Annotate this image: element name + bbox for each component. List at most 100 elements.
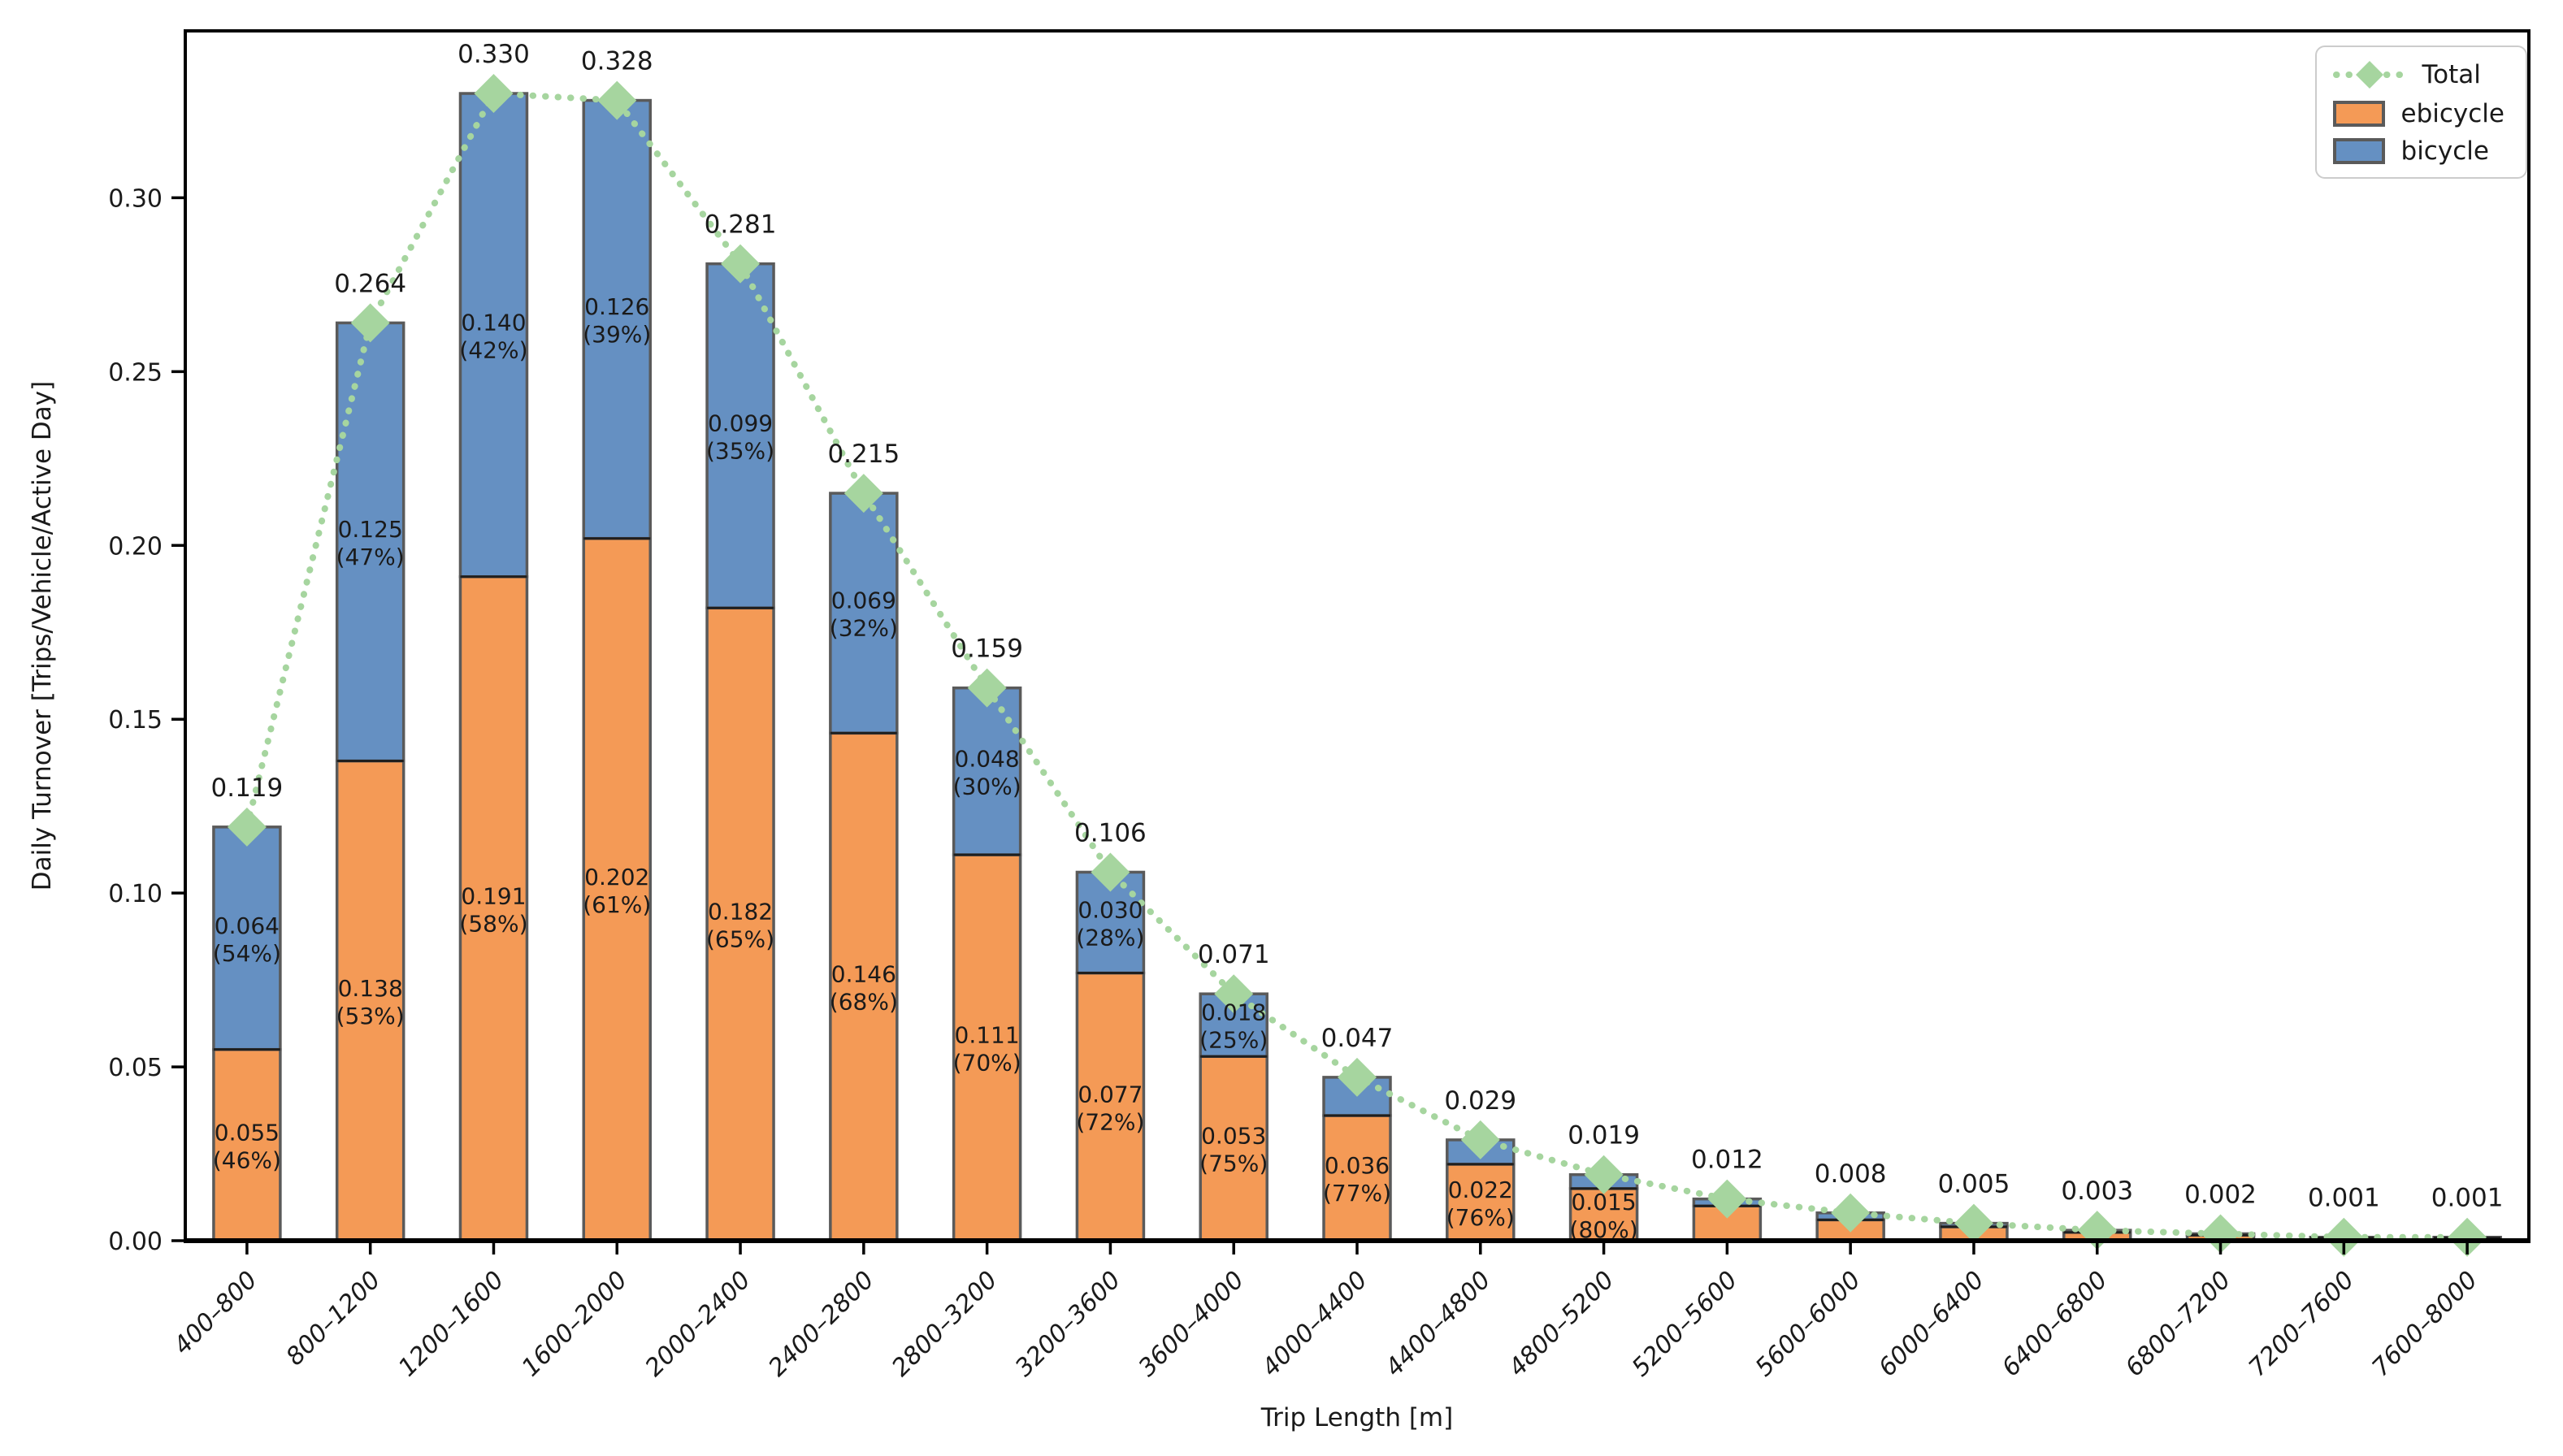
total-value-label: 0.001 [2431,1184,2504,1213]
ebicycle-value-label: 0.146 [831,961,896,988]
total-marker-diamond-icon [474,74,514,114]
x-tick-label: 5600–6000 [1750,1266,1866,1382]
x-tick-label: 5200–5600 [1627,1266,1743,1382]
bicycle-value-label: 0.099 [708,410,773,436]
ebicycle-pct-label: (53%) [336,1003,405,1029]
total-value-label: 0.012 [1691,1146,1763,1175]
bar-segment-ebicycle [705,606,775,1242]
total-marker-diamond-icon [597,80,637,120]
bar-segment-bicycle [212,826,282,1051]
ebicycle-value-label: 0.055 [215,1119,280,1146]
total-value-label: 0.047 [1321,1024,1394,1053]
y-tick-label: 0.25 [108,358,163,387]
total-value-label: 0.019 [1568,1121,1640,1150]
bar-segment-bicycle [952,686,1022,856]
total-marker-diamond-icon [1707,1179,1747,1219]
legend-label-bicycle: bicycle [2400,136,2489,166]
ebicycle-value-label: 0.036 [1325,1152,1390,1179]
total-marker-diamond-icon [1584,1155,1624,1194]
total-marker-diamond-icon [227,807,267,847]
bar-segment-ebicycle [458,575,529,1242]
bicycle-pct-label: (30%) [953,773,1021,800]
bicycle-pct-label: (47%) [336,544,405,570]
y-tick-label: 0.30 [108,184,163,213]
bicycle-value-label: 0.018 [1201,999,1266,1026]
ebicycle-swatch-icon [2332,101,2385,127]
bar-segment-ebicycle [1075,971,1146,1242]
x-tick-label: 2400–2800 [763,1266,879,1382]
bicycle-value-label: 0.064 [215,912,280,939]
ebicycle-value-label: 0.053 [1201,1123,1266,1150]
ebicycle-pct-label: (77%) [1323,1180,1391,1207]
x-tick-label: 3600–4000 [1134,1266,1250,1382]
legend: Total ebicycle bicycle [2314,46,2527,179]
ebicycle-pct-label: (58%) [459,910,527,937]
ebicycle-value-label: 0.182 [708,899,773,925]
bar-segment-ebicycle [1322,1114,1392,1242]
bicycle-swatch-icon [2332,138,2385,164]
total-marker-diamond-icon [967,668,1007,708]
x-tick-label: 6000–6400 [1873,1266,1989,1382]
x-tick-label: 4400–4800 [1380,1266,1496,1382]
x-axis-title: Trip Length [m] [1260,1403,1453,1432]
total-marker-diamond-icon [843,474,883,514]
total-value-label: 0.005 [1938,1170,2010,1199]
total-marker-diamond-icon [1954,1203,1993,1243]
ebicycle-value-label: 0.191 [461,882,526,909]
bicycle-value-label: 0.030 [1078,896,1143,923]
bicycle-pct-label: (35%) [706,437,774,464]
total-marker-diamond-icon [2201,1214,2240,1254]
legend-label-ebicycle: ebicycle [2400,98,2504,128]
ebicycle-value-label: 0.202 [584,864,649,890]
total-value-label: 0.003 [2061,1176,2133,1206]
x-tick-label: 7200–7600 [2244,1266,2360,1382]
x-tick-label: 800–1200 [281,1266,387,1372]
bar-segment-ebicycle [212,1047,282,1242]
ebicycle-pct-label: (75%) [1199,1150,1268,1177]
legend-item-bicycle: bicycle [2332,136,2504,166]
ebicycle-value-label: 0.138 [338,975,403,1002]
total-value-label: 0.029 [1444,1086,1516,1116]
total-marker-diamond-icon [1214,974,1254,1014]
legend-label-total: Total [2422,59,2481,89]
total-marker-diamond-icon [350,303,390,343]
y-tick-label: 0.15 [108,706,163,734]
total-marker-diamond-icon [1338,1057,1377,1097]
ebicycle-pct-label: (61%) [583,891,651,918]
bicycle-pct-label: (32%) [830,615,898,642]
total-marker-diamond-icon [2448,1217,2487,1257]
total-value-label: 0.002 [2184,1180,2257,1209]
bicycle-pct-label: (28%) [1076,924,1144,951]
ebicycle-value-label: 0.015 [1571,1189,1636,1216]
bicycle-value-label: 0.048 [955,745,1020,772]
x-tick-label: 6800–7200 [2120,1266,2236,1382]
total-line-marker-icon [2332,61,2406,89]
ebicycle-pct-label: (68%) [830,989,898,1016]
bar-segment-ebicycle [1568,1187,1639,1242]
total-value-label: 0.264 [334,269,406,298]
total-value-label: 0.330 [458,40,530,69]
bicycle-value-label: 0.069 [831,587,896,614]
bar-segment-bicycle [829,492,899,735]
bicycle-value-label: 0.140 [461,309,526,336]
total-marker-diamond-icon [1460,1120,1500,1159]
bicycle-value-label: 0.125 [338,516,403,543]
total-marker-diamond-icon [2324,1217,2364,1257]
bar-segment-bicycle [582,98,653,540]
bicycle-pct-label: (25%) [1199,1027,1268,1054]
x-tick-label: 3200–3600 [1010,1266,1126,1382]
bicycle-pct-label: (39%) [583,321,651,348]
total-value-label: 0.281 [705,210,777,240]
bar-segment-ebicycle [1199,1055,1268,1242]
y-tick-label: 0.05 [108,1054,163,1082]
total-value-label: 0.159 [951,635,1023,664]
total-value-label: 0.328 [581,47,653,76]
ebicycle-value-label: 0.022 [1448,1176,1513,1203]
x-tick-label: 2000–2400 [640,1266,756,1382]
ebicycle-pct-label: (76%) [1446,1204,1515,1231]
ebicycle-pct-label: (65%) [706,926,774,953]
x-tick-label: 1200–1600 [393,1266,510,1382]
bicycle-pct-label: (42%) [459,336,527,363]
x-tick-label: 6400–6800 [1997,1266,2113,1382]
